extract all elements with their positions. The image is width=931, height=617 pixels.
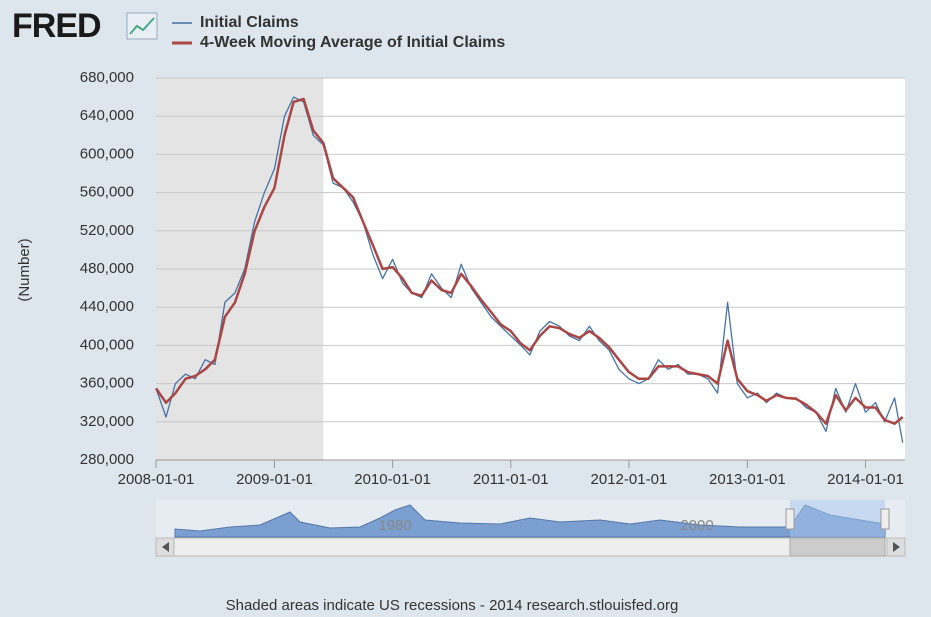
footer: Shaded areas indicate US recessions - 20… [226,597,679,614]
logo-icon [126,12,158,40]
x-tick-label: 2010-01-01 [354,471,431,488]
scroll-thumb[interactable] [789,537,886,557]
y-tick-label: 560,000 [80,184,134,201]
navigator-label: 1980 [378,517,411,534]
arrow-icon [162,542,169,552]
navigator-handle[interactable] [785,508,795,530]
plot [154,77,905,468]
y-tick-label: 680,000 [80,69,134,86]
y-axis-title: (Number) [16,238,33,301]
x-tick-label: 2011-01-01 [473,471,549,488]
x-tick-label: 2012-01-01 [591,471,668,488]
navigator-label: 2000 [680,517,713,534]
logo: FRED [12,7,101,45]
x-tick-label: 2013-01-01 [709,471,786,488]
y-tick-label: 400,000 [80,336,134,353]
y-tick-label: 360,000 [80,375,134,392]
y-tick-label: 440,000 [80,298,134,315]
navigator-window[interactable] [790,500,885,538]
navigator: 1980 2000 [155,500,906,557]
y-tick-label: 280,000 [80,451,134,468]
y-tick-label: 320,000 [80,413,134,430]
legend-label: 4-Week Moving Average of Initial Claims [200,34,505,51]
y-tick-label: 480,000 [80,260,134,277]
series-line [155,96,904,443]
y-tick-label: 520,000 [80,222,134,239]
legend-label: Initial Claims [200,14,299,31]
y-tick-label: 600,000 [80,145,134,162]
x-tick-label: 2008-01-01 [118,471,195,488]
navigator-handle[interactable] [880,508,890,530]
x-tick-label: 2014-01-01 [827,471,904,488]
x-tick-label: 2009-01-01 [236,471,313,488]
y-tick-label: 640,000 [80,107,134,124]
series-line [154,97,904,425]
arrow-icon [893,542,900,552]
